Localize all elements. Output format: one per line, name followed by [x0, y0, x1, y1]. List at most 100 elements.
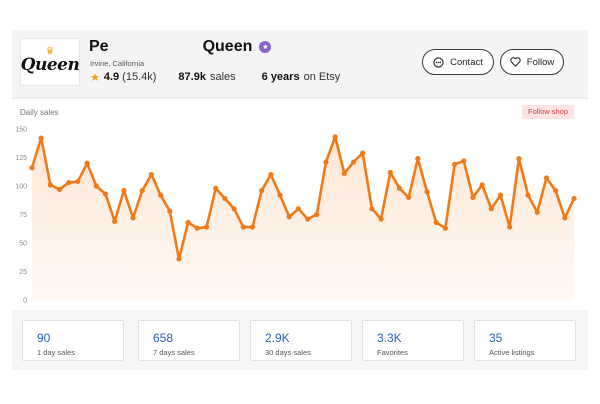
shop-name-suffix: Queen: [202, 38, 253, 55]
metric-label: 1 day sales: [37, 348, 75, 357]
metrics-row: 90 1 day sales 658 7 days sales 2.9K 30 …: [12, 318, 588, 362]
data-point[interactable]: [304, 216, 311, 222]
data-point[interactable]: [516, 156, 522, 162]
data-point[interactable]: [387, 169, 393, 175]
data-point[interactable]: [451, 161, 458, 167]
daily-sales-chart: 0 25 50 75 100 125 150 Daily sales Follow shop: [12, 100, 588, 310]
rating-value: 4.9: [103, 71, 120, 83]
redacted-name-part: [108, 40, 203, 54]
y-tick-label: 75: [19, 212, 27, 219]
data-point[interactable]: [121, 187, 127, 194]
sales-line: [30, 135, 576, 261]
data-point[interactable]: [176, 256, 182, 262]
data-point[interactable]: [93, 183, 99, 189]
data-point[interactable]: [222, 195, 228, 202]
data-point[interactable]: [479, 182, 485, 188]
data-point[interactable]: [543, 175, 550, 181]
rating-count[interactable]: (15.4k): [122, 71, 157, 83]
metric-card-favorites: 3.3K Favorites: [362, 320, 464, 361]
sales-label: sales: [209, 71, 236, 83]
data-point[interactable]: [378, 216, 384, 222]
data-point[interactable]: [323, 159, 329, 165]
data-point[interactable]: [38, 135, 44, 141]
data-point[interactable]: [396, 185, 403, 191]
data-point[interactable]: [562, 215, 568, 221]
data-point[interactable]: [360, 150, 366, 156]
y-tick-label: 150: [15, 127, 27, 134]
data-point[interactable]: [406, 194, 412, 200]
data-point[interactable]: [231, 206, 237, 212]
data-point[interactable]: [75, 178, 81, 185]
data-point[interactable]: [277, 192, 283, 198]
heart-icon: [510, 57, 521, 67]
crown-icon: ♛: [45, 46, 55, 57]
data-point[interactable]: [415, 156, 421, 162]
data-point[interactable]: [203, 224, 210, 230]
data-point[interactable]: [130, 215, 136, 221]
shop-page: ♛ Queen Pe Queen ★ Irvine, California ★ …: [12, 30, 588, 370]
follow-label: Follow: [526, 56, 555, 68]
data-point[interactable]: [442, 225, 448, 231]
data-point[interactable]: [268, 172, 274, 178]
data-point[interactable]: [139, 187, 145, 194]
data-point[interactable]: [470, 194, 476, 200]
metric-label: 30 days sales: [265, 348, 311, 357]
data-point[interactable]: [29, 165, 35, 171]
follow-button[interactable]: Follow: [500, 49, 564, 75]
data-point[interactable]: [525, 192, 531, 198]
chart-title: Daily sales: [20, 108, 59, 117]
data-point[interactable]: [158, 192, 164, 198]
metric-value: 3.3K: [377, 331, 402, 345]
data-point[interactable]: [497, 192, 504, 198]
years-label: on Etsy: [303, 71, 341, 83]
data-point[interactable]: [433, 219, 439, 226]
follow-shop-button[interactable]: Follow shop: [522, 105, 575, 119]
data-point[interactable]: [84, 160, 90, 166]
y-tick-label: 0: [23, 298, 27, 305]
data-point[interactable]: [553, 187, 559, 194]
data-point[interactable]: [341, 170, 347, 177]
chart-svg: 0 25 50 75 100 125 150: [15, 127, 577, 305]
data-point[interactable]: [185, 219, 191, 226]
sales-area-fill: [32, 136, 574, 300]
shop-location: Irvine, California: [90, 59, 145, 68]
data-point[interactable]: [213, 185, 219, 191]
data-point[interactable]: [534, 209, 540, 215]
data-point[interactable]: [167, 208, 173, 214]
metric-card-1-day-sales: 90 1 day sales: [22, 320, 124, 361]
data-point[interactable]: [286, 214, 292, 220]
metric-card-7-days-sales: 658 7 days sales: [138, 320, 240, 361]
verified-badge-icon: ★: [259, 41, 272, 53]
data-point[interactable]: [488, 206, 494, 212]
data-point[interactable]: [56, 186, 63, 193]
data-point[interactable]: [249, 224, 256, 230]
data-point[interactable]: [66, 179, 72, 186]
shop-header: ♛ Queen Pe Queen ★ Irvine, California ★ …: [12, 30, 588, 94]
header-divider: [12, 97, 588, 98]
contact-button[interactable]: Contact: [422, 49, 494, 75]
data-point[interactable]: [47, 182, 53, 188]
shop-name: Pe Queen ★: [89, 38, 272, 56]
data-point[interactable]: [571, 195, 577, 202]
shop-name-prefix: Pe: [89, 38, 109, 55]
data-point[interactable]: [507, 224, 513, 230]
shop-logo[interactable]: ♛ Queen: [20, 38, 80, 86]
y-tick-label: 100: [15, 184, 27, 191]
data-point[interactable]: [314, 211, 320, 218]
data-point[interactable]: [424, 189, 430, 195]
metric-label: Favorites: [377, 348, 408, 357]
contact-label: Contact: [450, 56, 483, 68]
data-point[interactable]: [112, 218, 118, 224]
data-point[interactable]: [295, 206, 302, 212]
data-point[interactable]: [148, 172, 155, 178]
data-point[interactable]: [461, 158, 467, 164]
data-point[interactable]: [369, 206, 375, 212]
data-point[interactable]: [332, 134, 338, 140]
data-point[interactable]: [194, 225, 200, 231]
metric-value: 35: [489, 331, 503, 345]
data-point[interactable]: [102, 191, 109, 197]
data-point[interactable]: [240, 224, 246, 230]
logo-text: Queen: [20, 55, 80, 75]
data-point[interactable]: [259, 187, 265, 194]
data-point[interactable]: [350, 159, 357, 165]
